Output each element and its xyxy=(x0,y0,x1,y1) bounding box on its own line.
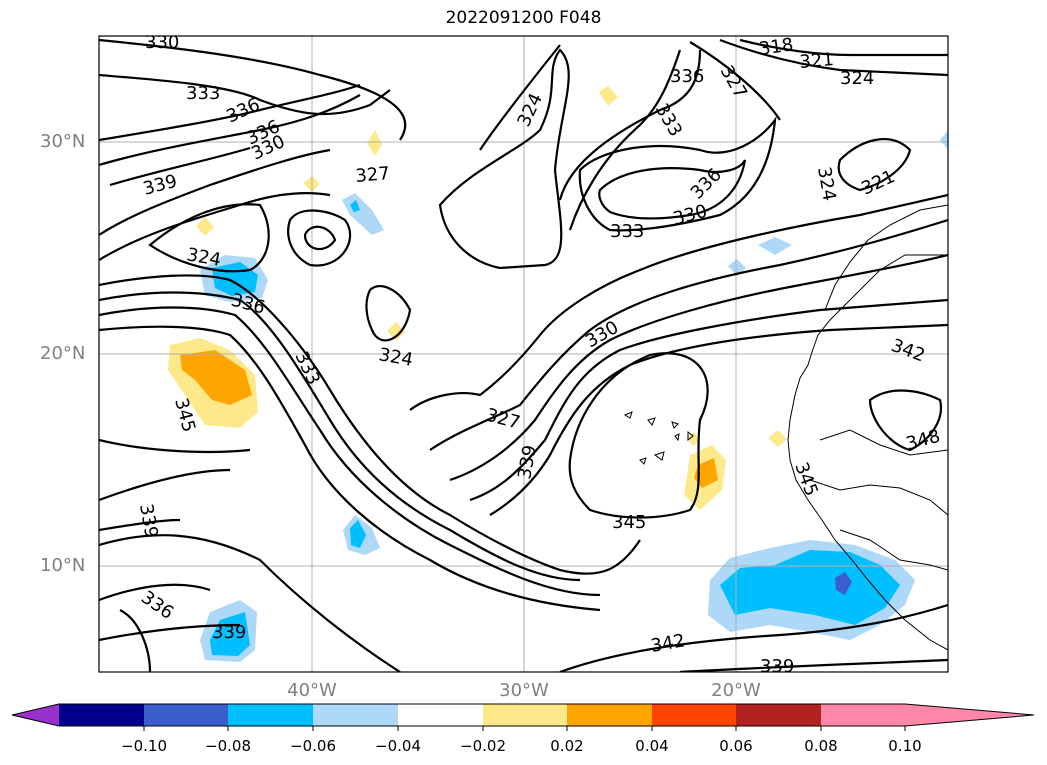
contour-label: 318 xyxy=(758,34,795,60)
colorbar-max-arrow xyxy=(905,704,1034,726)
lat-label-20n: 20°N xyxy=(40,343,86,364)
contour-label: 327 xyxy=(716,62,751,102)
colorbar-tick-label: −0.02 xyxy=(460,737,506,755)
contour-label: 330 xyxy=(145,32,179,53)
contour-label: 336 xyxy=(137,587,177,624)
shading-negative xyxy=(200,130,948,662)
lon-label-20w: 20°W xyxy=(711,680,761,701)
plot-area: 330 333 336 336 330 339 324 336 327 324 … xyxy=(99,32,948,677)
contour-lines xyxy=(99,38,948,672)
contour-label: 345 xyxy=(790,460,821,499)
colorbar-tick-label: −0.10 xyxy=(121,737,167,755)
contour-label: 321 xyxy=(858,166,898,200)
colorbar-segment xyxy=(652,704,736,726)
contour-label: 330 xyxy=(582,317,622,352)
contour-label: 324 xyxy=(813,165,840,202)
colorbar-segment xyxy=(59,704,144,726)
lon-label-30w: 30°W xyxy=(499,680,549,701)
contour-label: 330 xyxy=(671,201,710,230)
contour-label: 345 xyxy=(612,512,646,533)
colorbar-segment xyxy=(228,704,313,726)
colorbar-segment xyxy=(567,704,652,726)
colorbar-segment xyxy=(144,704,228,726)
contour-label: 324 xyxy=(377,344,414,371)
contour-label: 324 xyxy=(840,68,874,89)
colorbar-tick-label: −0.06 xyxy=(290,737,336,755)
colorbar-segment xyxy=(313,704,398,726)
contour-label: 333 xyxy=(610,221,644,242)
lat-label-30n: 30°N xyxy=(40,131,86,152)
colorbar-tick-label: 0.10 xyxy=(888,737,921,755)
lon-label-40w: 40°W xyxy=(287,680,337,701)
colorbar-tick-label: 0.04 xyxy=(635,737,668,755)
colorbar-tick-label: 0.02 xyxy=(550,737,583,755)
colorbar-tick-label: −0.04 xyxy=(375,737,421,755)
contour-label: 327 xyxy=(484,405,523,434)
contour-label: 324 xyxy=(185,244,222,271)
colorbar-min-arrow xyxy=(12,704,59,726)
colorbar-tick-label: 0.08 xyxy=(804,737,837,755)
contour-label: 342 xyxy=(888,335,927,366)
colorbar-segment xyxy=(736,704,821,726)
colorbar-segment xyxy=(821,704,905,726)
contour-label: 339 xyxy=(135,502,162,539)
map-title: 2022091200 F048 xyxy=(445,8,602,28)
contour-label: 333 xyxy=(186,83,220,104)
shading-positive xyxy=(168,86,787,510)
contour-label: 327 xyxy=(355,163,391,187)
lat-label-10n: 10°N xyxy=(40,555,86,576)
coastlines xyxy=(623,204,948,651)
contour-label: 339 xyxy=(212,622,246,643)
contour-label: 336 xyxy=(670,66,704,87)
colorbar: −0.10 −0.08 −0.06 −0.04 −0.02 0.02 0.04 … xyxy=(11,703,1035,755)
contour-label: 342 xyxy=(649,630,686,657)
colorbar-segment xyxy=(398,704,483,726)
contour-label: 339 xyxy=(760,656,794,677)
contour-label: 321 xyxy=(799,49,835,73)
colorbar-segment xyxy=(483,704,567,726)
contour-label: 348 xyxy=(904,426,943,455)
colorbar-tick-label: −0.08 xyxy=(205,737,251,755)
colorbar-tick-label: 0.06 xyxy=(719,737,752,755)
plot-frame xyxy=(98,35,949,673)
